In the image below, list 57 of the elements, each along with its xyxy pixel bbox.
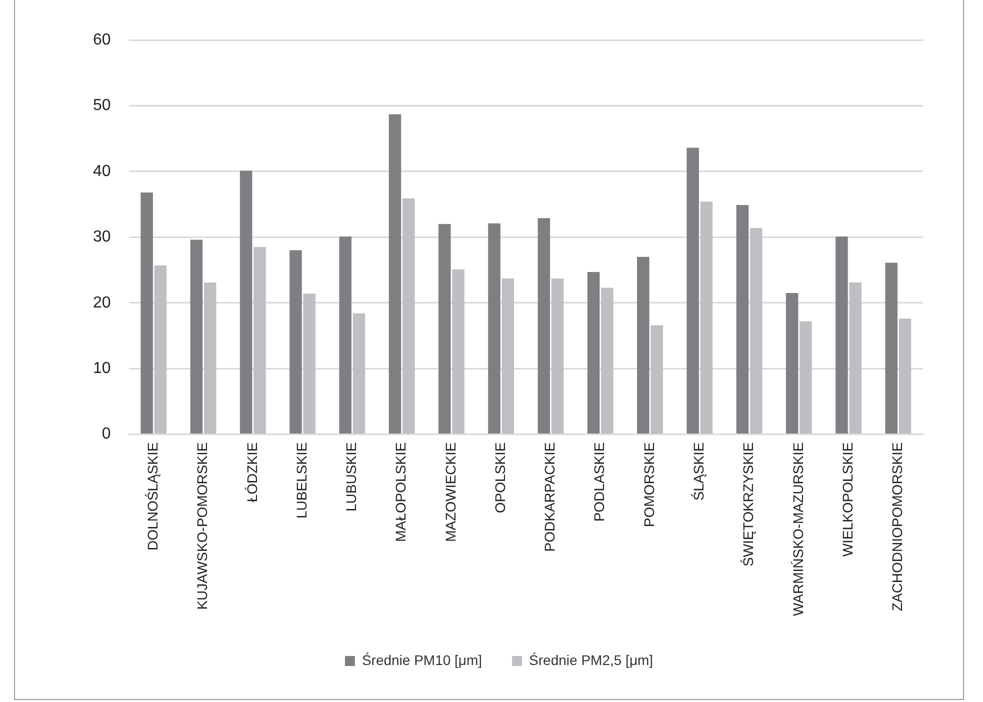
- bar: [601, 288, 614, 434]
- bar: [538, 218, 550, 434]
- y-tick-label: 60: [93, 31, 111, 48]
- bar: [140, 192, 153, 434]
- x-tick-label: OPOLSKIE: [492, 442, 508, 514]
- legend-label: Średnie PM2,5 [μm]: [529, 652, 654, 668]
- y-tick-label: 10: [93, 360, 111, 377]
- bar: [551, 278, 564, 434]
- x-tick-label: POMORSKIE: [640, 442, 657, 528]
- bar: [388, 114, 402, 434]
- y-tick-label: 30: [93, 228, 111, 246]
- bar: [352, 313, 366, 434]
- y-tick-label: 50: [93, 97, 111, 114]
- bar: [836, 236, 848, 434]
- legend-label: Średnie PM10 [μm]: [362, 652, 482, 668]
- x-tick-label: ŚLĄSKIE: [690, 442, 706, 501]
- bar: [438, 224, 451, 434]
- bar: [488, 223, 500, 434]
- bar: [154, 265, 167, 434]
- bar: [339, 236, 352, 434]
- x-tick-label: WIELKOPOLSKIE: [839, 442, 856, 557]
- x-tick-label: MAZOWIECKIE: [442, 442, 458, 542]
- x-tick-label: ŚWIĘTOKRZYSKIE: [740, 442, 756, 567]
- bar: [750, 228, 762, 434]
- bar: [204, 282, 216, 434]
- bar: [190, 240, 203, 434]
- y-tick-label: 40: [93, 162, 111, 180]
- bar: [700, 202, 713, 434]
- x-tick-label: ŁÓDZKIE: [244, 442, 260, 502]
- y-tick-label: 20: [93, 294, 111, 312]
- bar: [736, 204, 749, 434]
- bar: [502, 278, 514, 434]
- bar: [898, 318, 912, 434]
- x-tick-label: KUJAWSKO-POMORSKIE: [194, 442, 210, 610]
- bar: [402, 198, 415, 434]
- x-tick-label: LUBELSKIE: [293, 442, 310, 519]
- x-tick-label: MAŁOPOLSKIE: [392, 442, 409, 542]
- y-tick-label: 0: [102, 426, 111, 443]
- x-tick-label: ZACHODNIOPOMORSKIE: [889, 442, 906, 612]
- bar: [885, 262, 898, 434]
- bar: [240, 170, 252, 434]
- bar: [800, 321, 812, 434]
- bar: [650, 325, 663, 434]
- bar: [290, 250, 302, 434]
- bar: [637, 256, 650, 434]
- bar: [303, 294, 316, 434]
- bar: [452, 269, 464, 434]
- x-tick-label: DOLNOŚLĄSKIE: [144, 442, 160, 550]
- x-tick-label: WARMIŃSKO-MAZURSKIE: [790, 442, 806, 616]
- bar: [849, 282, 862, 434]
- x-tick-label: LUBUSKIE: [343, 442, 360, 512]
- bar: [254, 247, 266, 434]
- bar: [686, 148, 699, 434]
- x-tick-label: PODLASKIE: [591, 442, 608, 522]
- bar: [786, 293, 798, 434]
- bar: [587, 272, 600, 434]
- x-tick-label: PODKARPACKIE: [542, 442, 558, 552]
